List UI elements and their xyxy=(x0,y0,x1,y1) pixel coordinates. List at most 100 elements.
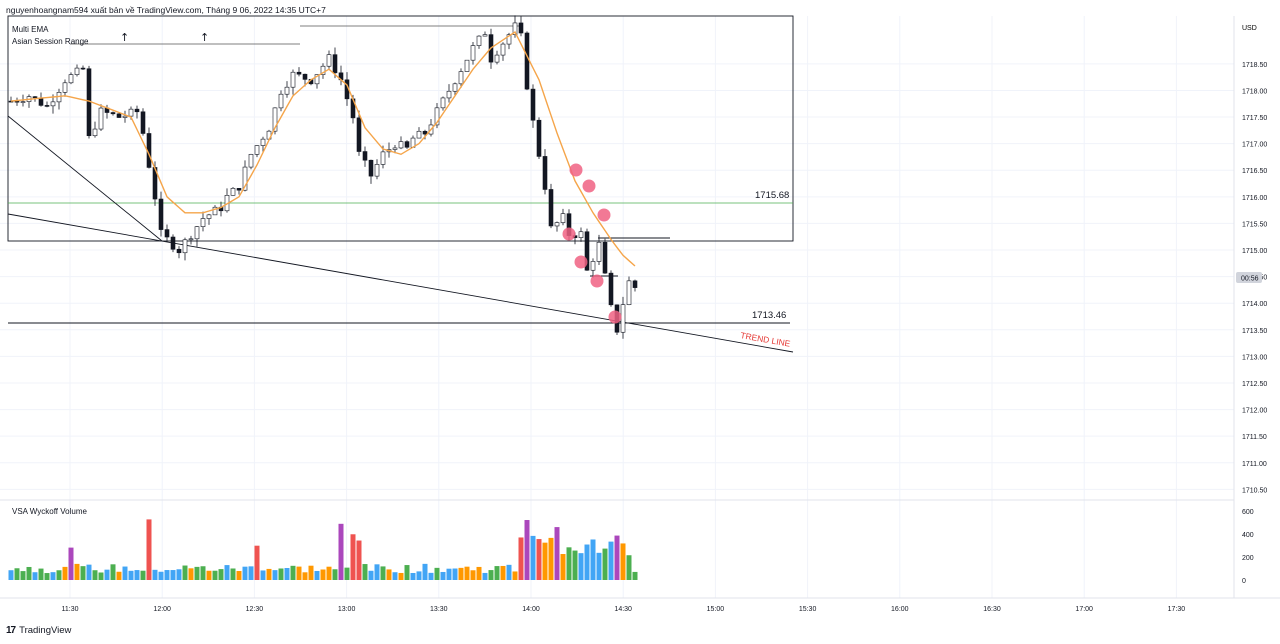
volume-bar xyxy=(530,535,536,580)
volume-bar xyxy=(20,571,26,580)
tradingview-logo[interactable]: 17 TradingView xyxy=(6,625,71,636)
candle-body xyxy=(170,236,176,250)
candle-body xyxy=(158,198,164,230)
volume-bar xyxy=(284,568,290,580)
volume-bar xyxy=(602,548,608,580)
price-tick-label: 1712.50 xyxy=(1242,381,1267,388)
volume-indicator-label[interactable]: VSA Wyckoff Volume xyxy=(12,507,87,516)
volume-bar xyxy=(260,570,266,580)
time-tick-label: 14:30 xyxy=(614,606,632,613)
candle-body xyxy=(284,86,290,95)
candle-body xyxy=(554,222,560,227)
volume-bar xyxy=(242,566,248,580)
candle-body xyxy=(212,206,218,216)
volume-bar xyxy=(380,566,386,580)
time-axis[interactable]: 11:30 12:00 12:30 13:00 13:30 14:00 14:30 15:00… xyxy=(62,606,1186,613)
currency-label: USD xyxy=(1242,25,1257,32)
candle-body xyxy=(68,74,74,84)
volume-bar xyxy=(434,567,440,580)
candle-body xyxy=(236,188,242,191)
volume-bar xyxy=(308,565,314,580)
pivot-marker xyxy=(562,227,576,241)
volume-bar xyxy=(158,571,164,580)
volume-bar xyxy=(518,537,524,580)
volume-bar xyxy=(482,572,488,580)
volume-bar xyxy=(302,572,308,580)
volume-bar xyxy=(458,567,464,580)
volume-bar xyxy=(194,566,200,580)
candle-body xyxy=(122,115,128,118)
candle-body xyxy=(260,138,266,146)
volume-bar xyxy=(278,568,284,580)
price-tick-label: 1716.50 xyxy=(1242,168,1267,175)
candle-body xyxy=(206,214,212,219)
candle-body xyxy=(320,65,326,75)
candle-body xyxy=(548,189,554,227)
session-arrow-icon: ↑ xyxy=(200,31,209,44)
volume-bar xyxy=(428,572,434,580)
time-tick-label: 17:30 xyxy=(1168,606,1186,613)
volume-tick-label: 0 xyxy=(1242,578,1246,585)
candle-body xyxy=(116,113,122,118)
candle-body xyxy=(380,151,386,165)
volume-bar xyxy=(326,566,332,580)
candle-body xyxy=(440,97,446,109)
level-label-1713-46: 1713.46 xyxy=(752,310,786,321)
time-tick-label: 13:30 xyxy=(430,606,448,613)
price-tick-label: 1718.00 xyxy=(1242,88,1267,95)
trend-line-upper[interactable] xyxy=(7,115,163,242)
candle-body xyxy=(254,145,260,155)
pivot-marker xyxy=(569,163,583,177)
time-tick-label: 15:30 xyxy=(799,606,817,613)
volume-bar xyxy=(452,568,458,580)
volume-bar xyxy=(188,568,194,580)
volume-bar xyxy=(632,571,638,580)
volume-bar xyxy=(344,567,350,580)
candle-body xyxy=(32,96,38,99)
time-tick-label: 14:00 xyxy=(522,606,540,613)
volume-bar xyxy=(506,564,512,580)
ema-indicator-label[interactable]: Multi EMA xyxy=(12,25,49,34)
candle-body xyxy=(44,105,50,107)
volume-bar xyxy=(32,572,38,580)
volume-bar xyxy=(578,553,584,580)
trend-line[interactable] xyxy=(7,213,794,353)
volume-bar xyxy=(470,570,476,580)
candle-body xyxy=(524,32,530,90)
volume-bar xyxy=(350,534,356,580)
volume-bar xyxy=(626,555,632,580)
level-label-1715-68: 1715.68 xyxy=(755,190,789,201)
volume-bar xyxy=(92,570,98,580)
volume-bar xyxy=(8,570,14,580)
candle-body xyxy=(272,107,278,132)
volume-bar xyxy=(104,569,110,580)
candle-body xyxy=(470,45,476,61)
time-tick-label: 15:00 xyxy=(707,606,725,613)
candle-body xyxy=(584,231,590,271)
candle-body xyxy=(398,141,404,149)
candle-body xyxy=(626,280,632,305)
volume-bar xyxy=(392,572,398,580)
candle-body xyxy=(458,71,464,85)
volume-bar xyxy=(560,554,566,580)
candle-body xyxy=(578,231,584,238)
volume-bar xyxy=(404,565,410,580)
price-tick-label: 1713.00 xyxy=(1242,354,1267,361)
volume-axis: 600 400 200 0 xyxy=(1242,509,1254,585)
candle-body xyxy=(230,188,236,196)
candle-body xyxy=(590,261,596,271)
asian-range-indicator-label[interactable]: Asian Session Range xyxy=(12,37,89,46)
candle-body xyxy=(362,151,368,161)
asian-session-box[interactable] xyxy=(7,15,794,242)
volume-bar xyxy=(50,572,56,580)
volume-bar xyxy=(146,519,152,580)
candle-body xyxy=(110,112,116,115)
candle-body xyxy=(506,34,512,45)
drawing-objects[interactable]: ↑ ↑ xyxy=(7,15,794,353)
candle-body xyxy=(446,90,452,99)
candle-body xyxy=(326,54,332,67)
trend-line-label: TREND LINE xyxy=(740,330,792,349)
volume-bar xyxy=(206,570,212,580)
candle-body xyxy=(434,107,440,126)
